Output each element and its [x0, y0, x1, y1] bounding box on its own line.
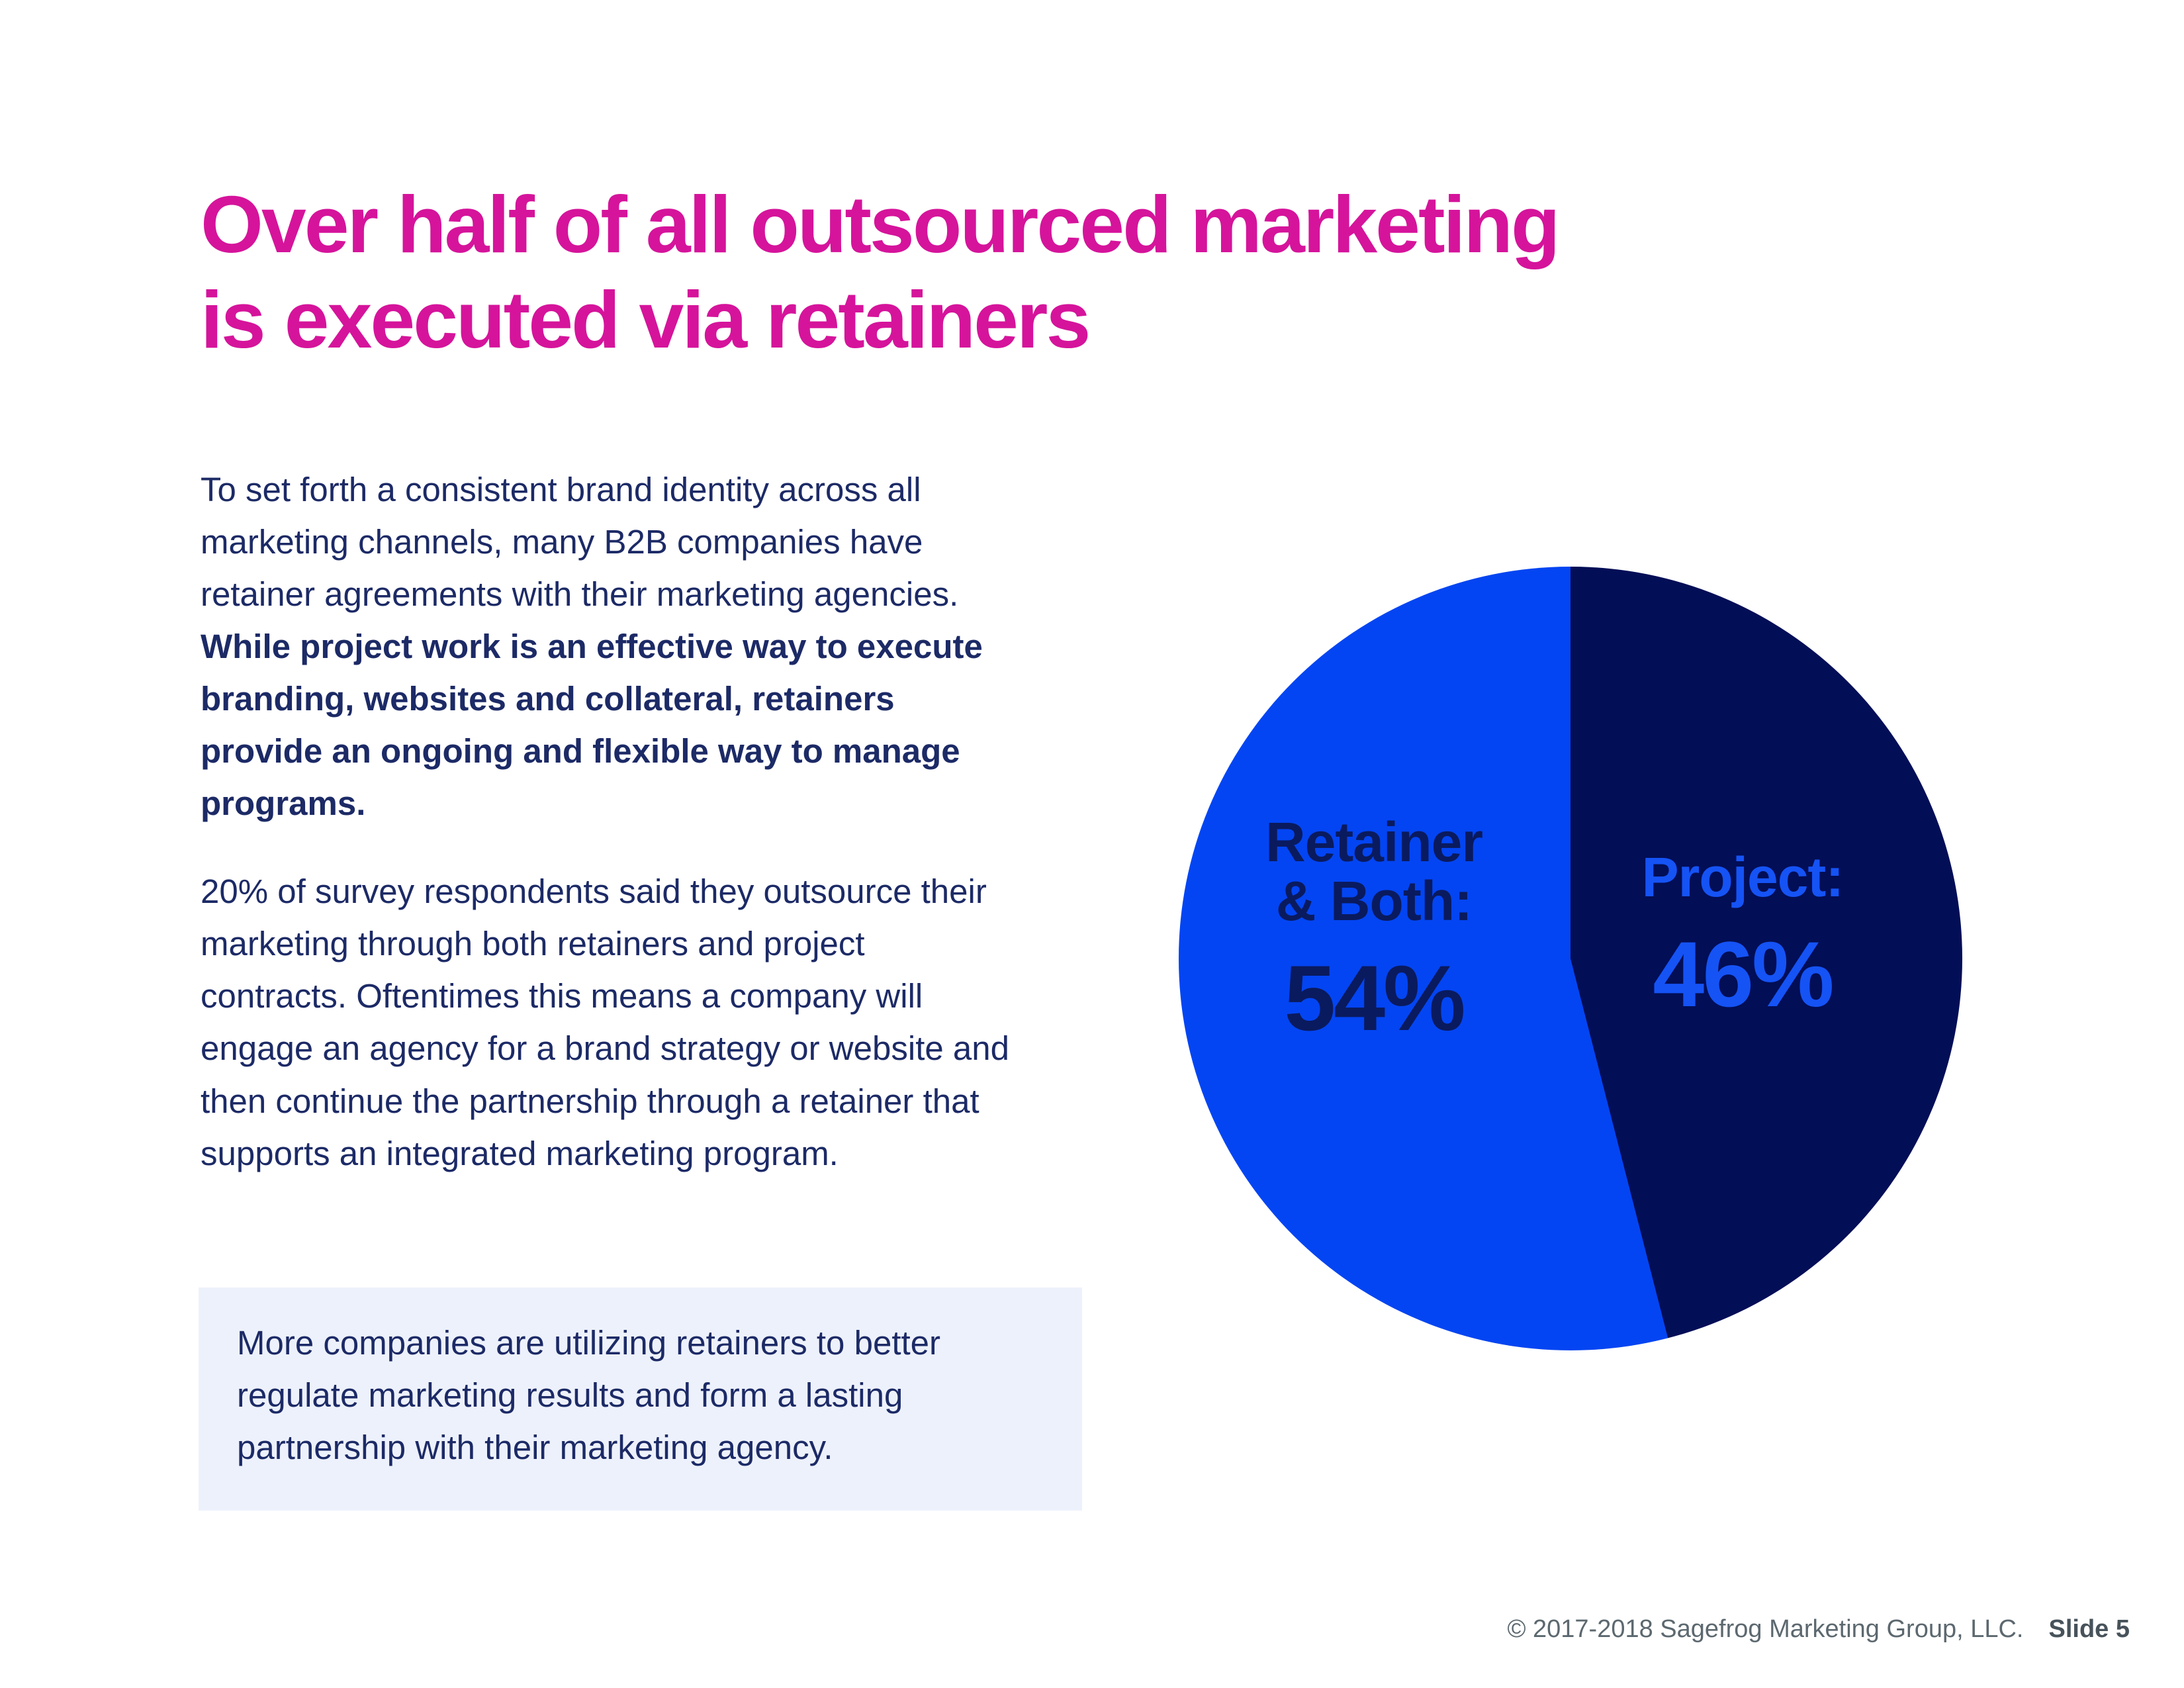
body-paragraph-1: To set forth a consistent brand identity…	[201, 463, 1015, 829]
slide-number: Slide 5	[2048, 1615, 2130, 1643]
callout-text: More companies are utilizing retainers t…	[237, 1324, 941, 1467]
callout-box: More companies are utilizing retainers t…	[199, 1288, 1082, 1511]
body-paragraph-1-bold: While project work is an effective way t…	[201, 628, 983, 823]
pie-chart: Retainer & Both: 54% Project: 46%	[1179, 567, 1962, 1350]
copyright-text: © 2017-2018 Sagefrog Marketing Group, LL…	[1507, 1615, 2024, 1643]
page-title-line-2: is executed via retainers	[201, 274, 1091, 365]
project-value: 46%	[1653, 922, 1834, 1027]
body-paragraph-1-regular: To set forth a consistent brand identity…	[201, 471, 959, 614]
page-title-line-1: Over half of all outsourced marketing	[201, 179, 1561, 269]
retainer-both-value: 54%	[1284, 946, 1465, 1051]
pie-slice-label-retainer-both: Retainer & Both: 54%	[1215, 811, 1533, 1051]
project-label-line-1: Project:	[1641, 846, 1844, 908]
body-paragraph-2: 20% of survey respondents said they outs…	[201, 872, 1009, 1172]
retainer-both-label-line-1: Retainer	[1265, 811, 1483, 873]
pie-slice-label-project: Project: 46%	[1584, 846, 1901, 1027]
body-text-column: To set forth a consistent brand identity…	[201, 463, 1015, 1180]
footer: © 2017-2018 Sagefrog Marketing Group, LL…	[1507, 1615, 2130, 1644]
retainer-both-label-line-2: & Both:	[1275, 870, 1473, 933]
page-title: Over half of all outsourced marketing is…	[201, 177, 1561, 368]
